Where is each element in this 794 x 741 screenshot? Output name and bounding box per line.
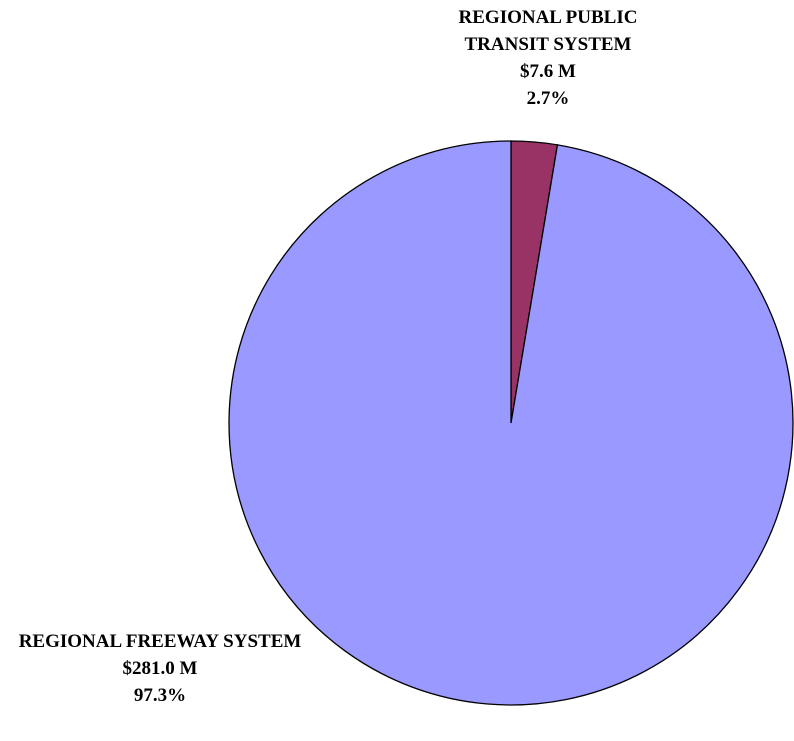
- slice-value: $281.0 M: [122, 658, 198, 679]
- slice-percent: 97.3%: [133, 685, 187, 706]
- slice-value: $7.6 M: [520, 61, 576, 82]
- slice-label: REGIONAL PUBLIC TRANSIT SYSTEM $7.6 M 2.7%: [438, 4, 658, 112]
- slice-percent: 2.7%: [526, 88, 570, 109]
- slice-name: REGIONAL PUBLIC TRANSIT SYSTEM: [458, 7, 638, 55]
- slice-name: REGIONAL FREEWAY SYSTEM: [18, 631, 302, 652]
- slice-label: REGIONAL FREEWAY SYSTEM $281.0 M 97.3%: [15, 628, 305, 709]
- pie-slice: [228, 140, 794, 706]
